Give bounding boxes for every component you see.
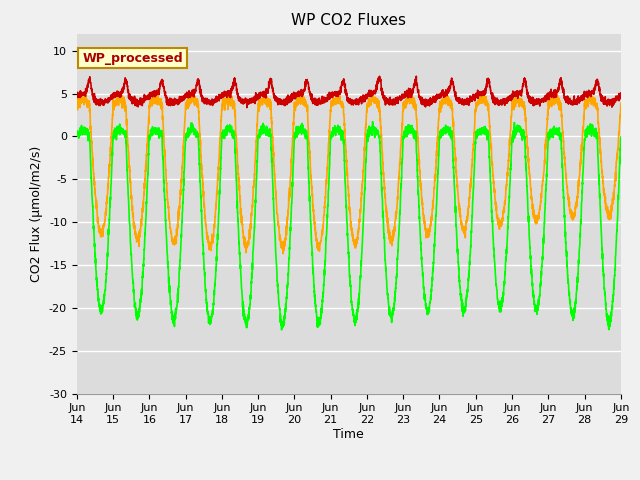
gpp_ANNnight <box>412 132 419 137</box>
Line: er_ANNnight: er_ANNnight <box>77 76 621 108</box>
gpp_ANNnight <box>278 327 285 333</box>
Title: WP CO2 Fluxes: WP CO2 Fluxes <box>291 13 406 28</box>
Legend: gpp_ANNnight, er_ANNnight, wc_gf: gpp_ANNnight, er_ANNnight, wc_gf <box>146 479 552 480</box>
er_ANNnight <box>73 95 81 100</box>
gpp_ANNnight <box>73 132 81 138</box>
gpp_ANNnight <box>189 129 197 134</box>
gpp_ANNnight <box>225 126 232 132</box>
wc_gf <box>73 103 81 109</box>
er_ANNnight <box>617 96 625 101</box>
Line: wc_gf: wc_gf <box>77 93 621 253</box>
wc_gf <box>225 98 232 104</box>
wc_gf <box>566 199 573 205</box>
er_ANNnight <box>225 91 232 97</box>
X-axis label: Time: Time <box>333 428 364 441</box>
wc_gf <box>617 106 625 111</box>
er_ANNnight <box>412 77 419 83</box>
Y-axis label: CO2 Flux (μmol/m2/s): CO2 Flux (μmol/m2/s) <box>30 145 44 282</box>
er_ANNnight <box>617 90 625 96</box>
wc_gf <box>550 90 557 96</box>
gpp_ANNnight <box>402 124 410 130</box>
wc_gf <box>279 251 287 256</box>
wc_gf <box>617 100 625 106</box>
gpp_ANNnight <box>617 134 625 140</box>
er_ANNnight <box>566 97 573 103</box>
wc_gf <box>402 96 410 102</box>
gpp_ANNnight <box>369 119 376 124</box>
wc_gf <box>412 107 419 113</box>
er_ANNnight <box>189 92 197 97</box>
wc_gf <box>189 96 197 101</box>
er_ANNnight <box>412 73 420 79</box>
er_ANNnight <box>243 105 251 110</box>
er_ANNnight <box>402 92 410 98</box>
gpp_ANNnight <box>617 136 625 142</box>
Text: WP_processed: WP_processed <box>82 51 183 65</box>
gpp_ANNnight <box>566 290 573 296</box>
Line: gpp_ANNnight: gpp_ANNnight <box>77 121 621 330</box>
